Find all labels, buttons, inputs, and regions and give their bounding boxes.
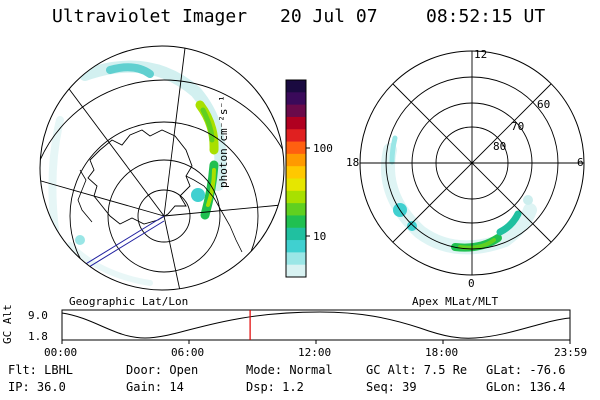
seq-status: Seq: 39 [366, 380, 417, 394]
colorbar-segment [286, 190, 306, 204]
colorbar-segment [286, 227, 306, 241]
colorbar-segment [286, 178, 306, 192]
colorbar-segment [286, 240, 306, 253]
colorbar-segment [286, 80, 306, 93]
mlat-label-80: 80 [493, 140, 507, 153]
timeline-xtick-2: 12:00 [298, 346, 332, 359]
time-label: 08:52:15 UT [426, 6, 546, 27]
magnetic-panel-label: Apex MLat/MLT [412, 295, 499, 308]
colorbar-segment [286, 215, 306, 229]
mlt-label-18: 18 [346, 156, 360, 169]
gc-alt-status: GC Alt: 7.5 Re [366, 363, 468, 377]
dsp-status: Dsp: 1.2 [246, 380, 304, 394]
timeline-xtick-0: 00:00 [44, 346, 78, 359]
colorbar-segment [286, 264, 306, 278]
mode-status: Mode: Normal [246, 363, 333, 377]
colorbar-unit-label: photon cm⁻²s⁻¹ [217, 95, 230, 188]
colorbar [285, 79, 310, 278]
mlt-label-0: 0 [468, 277, 475, 290]
date-label: 20 Jul 07 [280, 6, 378, 27]
ip-status: IP: 36.0 [8, 380, 66, 394]
colorbar-segment [286, 116, 306, 130]
colorbar-segment [286, 129, 306, 143]
timeline-xtick-1: 06:00 [171, 346, 205, 359]
colorbar-segment [286, 92, 306, 106]
timeline-plot [61, 309, 571, 344]
filter-status: Flt: LBHL [8, 363, 74, 377]
timeline-ytick-bottom: 1.8 [28, 330, 48, 343]
glat-status: GLat: -76.6 [486, 363, 566, 377]
mlt-label-12: 12 [474, 48, 488, 61]
colorbar-tick-10: 10 [313, 230, 327, 243]
colorbar-tick-100: 100 [313, 142, 333, 155]
colorbar-segment [286, 166, 306, 179]
magnetic-aurora [381, 135, 537, 255]
mlt-label-6: 6 [577, 156, 584, 169]
mlat-label-70: 70 [511, 120, 525, 133]
colorbar-segment [286, 141, 306, 155]
instrument-title: Ultraviolet Imager [52, 6, 248, 27]
colorbar-segment [286, 104, 306, 118]
timeline-xtick-3: 18:00 [425, 346, 459, 359]
gain-status: Gain: 14 [126, 380, 184, 394]
geographic-map [39, 45, 285, 291]
colorbar-segment [286, 203, 306, 216]
mlat-label-60: 60 [537, 98, 551, 111]
glon-status: GLon: 136.4 [486, 380, 566, 394]
colorbar-segment [286, 252, 306, 266]
door-status: Door: Open [126, 363, 199, 377]
timeline-xtick-4: 23:59 [554, 346, 588, 359]
magnetic-polar-plot [359, 50, 585, 276]
geographic-aurora [40, 46, 284, 290]
timeline-ytick-top: 9.0 [28, 309, 48, 322]
colorbar-segment [286, 153, 306, 167]
timeline-ylabel: GC Alt [1, 304, 14, 344]
geographic-panel-label: Geographic Lat/Lon [69, 295, 189, 308]
